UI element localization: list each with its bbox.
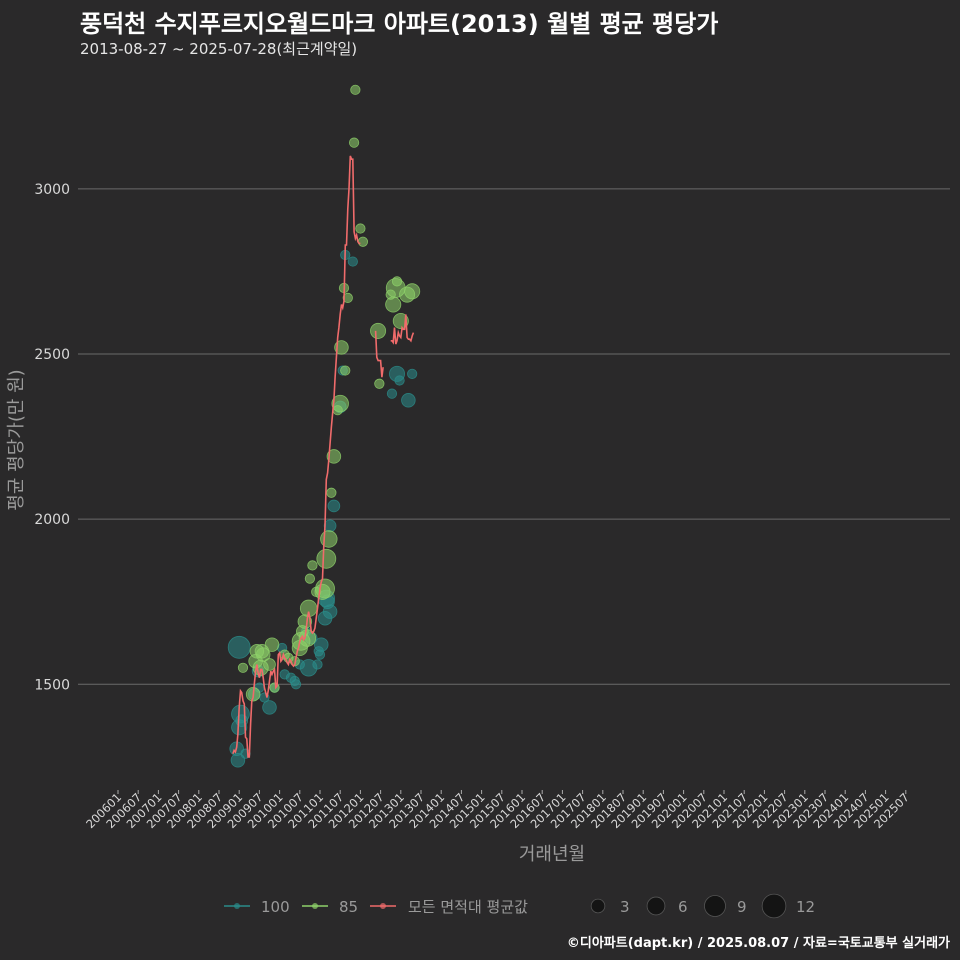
scatter-point-85 <box>264 637 280 652</box>
y-tick-label: 1500 <box>34 677 70 693</box>
scatter-point-85 <box>326 487 337 498</box>
scatter-point-85 <box>391 276 403 287</box>
scatter-point-85 <box>385 296 402 313</box>
average-line <box>390 314 415 345</box>
scatter-point-100 <box>407 368 418 379</box>
chart-subtitle: 2013-08-27 ~ 2025-07-28(최근계약일) <box>80 40 358 58</box>
scatter-point-100 <box>347 256 358 267</box>
scatter-point-100 <box>386 388 398 399</box>
scatter-point-100 <box>327 499 341 513</box>
legend-size-label-9: 9 <box>737 898 747 916</box>
scatter-point-100 <box>323 519 337 533</box>
legend-label-avg: 모든 면적대 평균값 <box>408 898 528 916</box>
legend-size-3 <box>590 898 606 914</box>
scatter-point-85 <box>348 137 360 148</box>
scatter-point-85 <box>255 647 271 662</box>
scatter-point-85 <box>374 378 385 389</box>
legend-point-85 <box>312 903 318 909</box>
scatter-point-85 <box>370 322 387 339</box>
scatter-point-85 <box>307 560 318 571</box>
scatter-point-85 <box>340 365 351 376</box>
legend-point-100 <box>234 903 240 909</box>
y-axis-title: 평균 평당가(만 원) <box>6 369 27 510</box>
scatter-point-85 <box>263 658 276 671</box>
y-tick-label: 2500 <box>34 347 70 363</box>
scatter-point-85 <box>304 573 316 584</box>
scatter-point-100 <box>312 659 323 670</box>
scatter-point-85 <box>326 449 342 464</box>
scatter-point-100 <box>262 700 277 715</box>
scatter-point-85 <box>350 84 361 95</box>
chart-title: 풍덕천 수지푸르지오월드마크 아파트(2013) 월별 평균 평당가 <box>80 10 719 38</box>
scatter-point-85 <box>298 629 317 647</box>
scatter-point-85 <box>342 292 353 304</box>
x-axis-title: 거래년월 <box>519 844 585 865</box>
legend-size-6 <box>646 896 666 916</box>
scatter-point-100 <box>394 375 405 386</box>
y-tick-label: 2000 <box>34 512 70 528</box>
scatter-point-100 <box>227 635 251 659</box>
legend-label-85: 85 <box>339 898 358 916</box>
y-tick-label: 3000 <box>34 182 70 198</box>
source-caption: ©디아파트(dapt.kr) / 2025.08.07 / 자료=국토교통부 실… <box>566 936 950 951</box>
scatter-point-85 <box>320 530 338 548</box>
scatter-point-100 <box>314 637 329 652</box>
scatter-point-85 <box>237 662 249 673</box>
legend-label-100: 100 <box>261 898 290 916</box>
legend-size-9 <box>704 895 726 917</box>
scatter-point-85 <box>404 283 421 300</box>
legend-size-label-12: 12 <box>796 898 815 916</box>
scatter-point-100 <box>290 679 302 690</box>
average-line <box>374 330 384 378</box>
scatter-point-85 <box>355 223 366 234</box>
scatter-point-100 <box>230 753 246 768</box>
scatter-point-85 <box>316 548 337 569</box>
legend-size-label-3: 3 <box>620 898 630 916</box>
legend-size-label-6: 6 <box>678 898 688 916</box>
legend-size-12 <box>761 893 787 919</box>
scatter-point-85 <box>357 236 369 247</box>
legend-point-avg <box>380 903 386 909</box>
average-line <box>232 155 361 758</box>
scatter-point-100 <box>322 604 338 619</box>
scatter-point-85 <box>331 394 349 413</box>
scatter-point-100 <box>401 393 416 408</box>
